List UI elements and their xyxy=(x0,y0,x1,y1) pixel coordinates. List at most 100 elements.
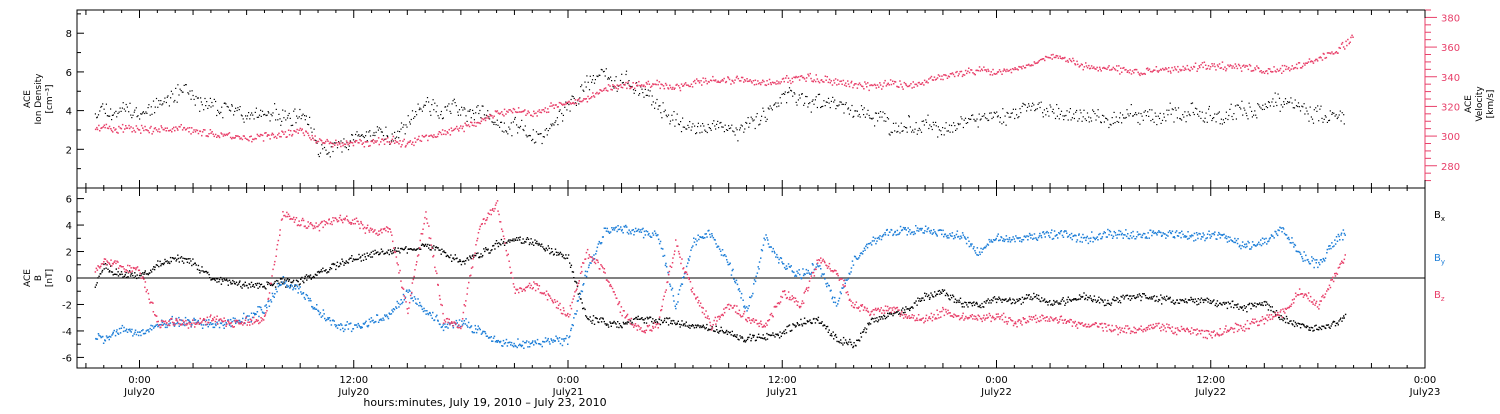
point-by xyxy=(301,293,303,295)
point-velocity xyxy=(1294,67,1296,69)
point-by xyxy=(131,331,133,333)
point-by xyxy=(1061,230,1063,232)
point-bx xyxy=(1194,302,1195,303)
point-velocity xyxy=(963,74,965,76)
point-by xyxy=(949,233,951,235)
point-by xyxy=(739,291,741,293)
point-bx xyxy=(1029,299,1030,300)
point-density xyxy=(533,129,534,130)
point-by xyxy=(745,307,747,309)
point-density xyxy=(765,117,766,118)
point-density xyxy=(1130,113,1131,114)
point-bx xyxy=(597,318,598,319)
point-density xyxy=(461,107,462,108)
point-density xyxy=(914,129,915,130)
point-velocity xyxy=(1127,70,1129,72)
point-velocity xyxy=(1158,71,1160,73)
point-velocity xyxy=(211,131,213,133)
point-bx xyxy=(1320,327,1321,328)
point-bx xyxy=(367,253,368,254)
point-density xyxy=(998,115,999,116)
point-velocity xyxy=(1014,67,1016,69)
point-density xyxy=(285,111,286,112)
point-velocity xyxy=(627,81,629,83)
point-bx xyxy=(199,270,200,271)
point-density xyxy=(382,132,383,133)
point-density xyxy=(791,90,792,91)
point-bx xyxy=(908,308,909,309)
point-bx xyxy=(465,260,466,261)
point-bx xyxy=(687,325,688,326)
point-by xyxy=(234,318,236,320)
point-by xyxy=(145,333,147,335)
point-density xyxy=(1050,104,1051,105)
point-velocity xyxy=(1340,48,1342,50)
point-bx xyxy=(551,248,552,249)
point-by xyxy=(1045,236,1047,238)
point-bx xyxy=(1304,326,1305,327)
point-bx xyxy=(783,331,784,332)
point-velocity xyxy=(1199,65,1201,67)
point-by xyxy=(633,234,635,236)
point-by xyxy=(1039,233,1041,235)
point-by xyxy=(952,232,954,234)
point-velocity xyxy=(195,131,197,133)
point-density xyxy=(392,133,393,134)
point-by xyxy=(576,310,578,312)
point-velocity xyxy=(1162,68,1164,70)
point-bx xyxy=(206,271,207,272)
point-density xyxy=(164,98,165,99)
point-bx xyxy=(1037,298,1038,299)
point-density xyxy=(1322,122,1323,123)
point-density xyxy=(456,105,457,106)
point-velocity xyxy=(544,111,546,113)
point-density xyxy=(322,148,323,149)
point-by xyxy=(670,285,672,287)
point-bx xyxy=(782,332,783,333)
point-density xyxy=(1143,120,1144,121)
point-bx xyxy=(1010,299,1011,300)
density-y-label-unit: [cm⁻³] xyxy=(45,84,55,113)
point-by xyxy=(908,231,910,233)
point-by xyxy=(477,329,479,331)
point-velocity xyxy=(828,82,830,84)
point-bx xyxy=(848,341,849,342)
point-by xyxy=(1066,233,1068,235)
point-velocity xyxy=(968,68,970,70)
point-density xyxy=(708,124,709,125)
point-density xyxy=(219,113,220,114)
point-bx xyxy=(125,272,126,273)
point-by xyxy=(810,273,812,275)
point-density xyxy=(1203,120,1204,121)
point-by xyxy=(552,341,554,343)
point-by xyxy=(696,244,698,246)
point-bx xyxy=(942,289,943,290)
point-velocity xyxy=(835,78,837,80)
point-bx xyxy=(1033,293,1034,294)
point-bx xyxy=(200,270,201,271)
point-by xyxy=(1091,231,1093,233)
b-y-tick-label: 6 xyxy=(66,195,72,206)
point-velocity xyxy=(943,74,945,76)
point-velocity xyxy=(651,85,653,87)
point-density xyxy=(1186,121,1187,122)
point-velocity xyxy=(738,78,740,80)
point-by xyxy=(1015,235,1017,237)
point-density xyxy=(181,90,182,91)
point-velocity xyxy=(419,140,421,142)
point-by xyxy=(533,344,535,346)
point-bx xyxy=(750,340,751,341)
velocity-y-tick-label: 280 xyxy=(1441,162,1460,173)
point-bx xyxy=(959,302,960,303)
point-density xyxy=(517,132,518,133)
point-bx xyxy=(342,261,343,262)
series-bx xyxy=(95,237,1347,349)
velocity-y-label-line2: Velocity xyxy=(1475,86,1485,122)
point-by xyxy=(980,248,982,250)
point-bx xyxy=(1321,326,1322,327)
point-velocity xyxy=(283,134,285,136)
point-bx xyxy=(487,249,488,250)
point-density xyxy=(1214,113,1215,114)
point-by xyxy=(959,238,961,240)
point-density xyxy=(1136,114,1137,115)
